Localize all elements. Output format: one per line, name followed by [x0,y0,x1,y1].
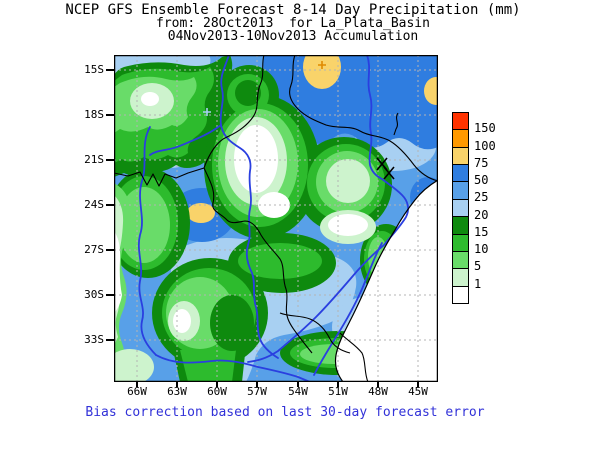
color-legend-bar [452,112,469,304]
ocean-area [335,180,438,382]
plus-mark-lightblue-icon [203,108,211,116]
x-tick-label: 60W [207,385,227,398]
y-tick-label: 15S [84,63,104,76]
map-plot-area [106,45,448,385]
legend-cell [453,234,468,252]
x-tick-mark [377,382,379,387]
y-tick-label: 33S [84,333,104,346]
x-tick-label: 57W [247,385,267,398]
legend-level-label: 1 [474,276,482,291]
gridlines [114,55,438,382]
x-tick-label: 51W [328,385,348,398]
x-tick-mark [337,382,339,387]
river-paraguay-west [137,126,157,356]
x-tick-mark [216,382,218,387]
legend-level-label: 150 [474,121,496,136]
precipitation-map-svg [106,45,448,385]
legend-level-label: 100 [474,138,496,153]
legend-level-label: 25 [474,190,489,205]
y-tick-mark [106,114,114,116]
y-tick-label: 27S [84,243,104,256]
river-lower-paraguay [155,354,311,383]
legend-cell [453,199,468,218]
x-mark-icon [376,157,395,180]
y-tick-label: 18S [84,108,104,121]
river-upper-paraguay [219,54,279,359]
x-tick-mark [176,382,178,387]
y-tick-label: 21S [84,153,104,166]
x-tick-label: 45W [408,385,428,398]
station-marks [203,61,395,180]
legend-cell [453,269,468,287]
y-tick-label: 30S [84,288,104,301]
y-tick-mark [106,159,114,161]
legend-cell [453,182,468,200]
y-tick-mark [106,204,114,206]
legend-level-label: 20 [474,207,489,222]
rivers [137,54,409,383]
legend-cell [453,217,468,235]
y-tick-label: 24S [84,198,104,211]
x-tick-mark [136,382,138,387]
legend-level-label: 5 [474,259,482,274]
title-line-2: from: 28Oct2013 for La_Plata_Basin [156,16,430,31]
x-tick-label: 66W [127,385,147,398]
legend-level-label: 10 [474,242,489,257]
legend-cell [453,251,468,270]
legend-cell [453,130,468,148]
legend-cell [453,165,468,183]
title-line-1: NCEP GFS Ensemble Forecast 8-14 Day Prec… [65,2,521,18]
x-tick-label: 63W [167,385,187,398]
legend-level-label: 50 [474,173,489,188]
x-tick-label: 48W [368,385,388,398]
legend-level-label: 15 [474,224,489,239]
x-tick-label: 54W [288,385,308,398]
legend-cell [453,286,468,303]
fill-15-20-cores [210,80,261,351]
x-tick-mark [297,382,299,387]
river-uruguay [313,242,383,376]
country-borders [113,54,439,383]
bias-caption: Bias correction based on last 30-day for… [85,405,485,420]
legend-level-label: 75 [474,155,489,170]
x-tick-mark [256,382,258,387]
plus-mark-orange-icon [318,61,326,69]
y-tick-mark [106,294,114,296]
y-tick-mark [106,69,114,71]
coastline [334,179,439,383]
legend-cell [453,147,468,166]
y-tick-mark [106,249,114,251]
legend-cell [453,113,468,131]
y-tick-mark [106,339,114,341]
title-line-3: 04Nov2013-10Nov2013 Accumulation [167,29,419,44]
x-tick-mark [417,382,419,387]
river-branch-west [149,124,222,156]
